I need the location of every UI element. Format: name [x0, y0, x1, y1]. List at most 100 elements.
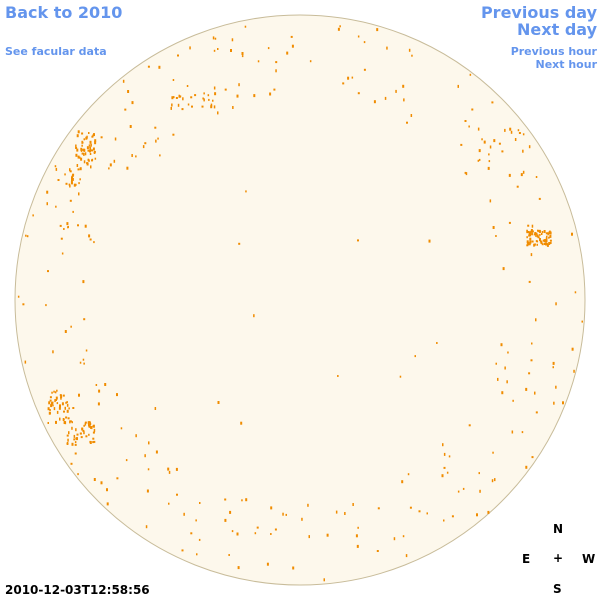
- compass-north: N: [553, 522, 564, 536]
- facula-speck: [529, 243, 531, 246]
- facula-speck: [256, 526, 259, 529]
- next-day-link[interactable]: Next day: [517, 20, 597, 39]
- facula-speck: [122, 79, 125, 83]
- facula-speck: [120, 427, 123, 430]
- facula-speck: [518, 132, 521, 134]
- facula-speck: [537, 229, 540, 232]
- faculae-group: [17, 25, 583, 582]
- facula-speck: [75, 153, 78, 157]
- facula-speck: [471, 108, 474, 111]
- facula-speck: [509, 127, 512, 131]
- facula-speck: [84, 422, 87, 426]
- facula-speck: [529, 237, 532, 241]
- facula-speck: [506, 380, 508, 384]
- facula-speck: [147, 65, 150, 68]
- facula-speck: [55, 167, 58, 171]
- facula-speck: [83, 152, 85, 156]
- facula-speck: [92, 147, 95, 151]
- facula-speck: [89, 440, 91, 443]
- facula-speck: [71, 426, 73, 430]
- see-facular-data-link[interactable]: See facular data: [5, 45, 107, 58]
- back-to-year-link[interactable]: Back to 2010: [5, 3, 123, 22]
- facula-speck: [77, 130, 80, 134]
- facula-speck: [54, 391, 57, 394]
- facula-speck: [76, 164, 79, 167]
- facula-speck: [238, 83, 240, 87]
- facula-speck: [148, 441, 150, 445]
- facula-speck: [55, 396, 58, 400]
- facula-speck: [88, 132, 90, 134]
- facula-speck: [549, 234, 552, 238]
- facula-speck: [536, 243, 538, 246]
- facula-speck: [146, 489, 149, 493]
- facula-speck: [56, 402, 59, 405]
- facula-speck: [26, 235, 29, 238]
- previous-day-link[interactable]: Previous day: [480, 3, 597, 22]
- facula-speck: [22, 303, 25, 306]
- facula-speck: [74, 443, 77, 446]
- facula-speck: [91, 149, 93, 152]
- facula-speck: [408, 48, 411, 52]
- facula-speck: [82, 358, 85, 361]
- facula-speck: [443, 466, 446, 469]
- facula-speck: [71, 443, 74, 445]
- facula-speck: [308, 535, 310, 539]
- facula-speck: [549, 242, 552, 244]
- facula-speck: [498, 142, 501, 145]
- facula-speck: [224, 88, 227, 91]
- facula-speck: [177, 103, 180, 107]
- facula-speck: [190, 532, 193, 535]
- facula-speck: [202, 97, 204, 100]
- facula-speck: [406, 121, 408, 124]
- facula-speck: [124, 108, 127, 111]
- facula-speck: [446, 471, 449, 474]
- facula-speck: [66, 401, 68, 404]
- facula-speck: [170, 106, 172, 110]
- facula-speck: [82, 280, 85, 284]
- previous-hour-link[interactable]: Previous hour: [510, 45, 597, 58]
- facula-speck: [157, 137, 159, 140]
- facula-speck: [176, 493, 178, 496]
- facula-speck: [52, 404, 54, 407]
- facula-speck: [59, 417, 61, 421]
- facula-speck: [270, 506, 273, 510]
- facula-speck: [555, 385, 557, 389]
- next-hour-link[interactable]: Next hour: [535, 58, 598, 71]
- facula-speck: [418, 510, 421, 513]
- facula-speck: [238, 242, 241, 245]
- facula-speck: [478, 149, 481, 153]
- facula-speck: [167, 467, 170, 471]
- facula-speck: [399, 375, 402, 378]
- facula-speck: [257, 60, 260, 63]
- facula-speck: [74, 183, 77, 186]
- facula-speck: [489, 145, 492, 149]
- facula-speck: [83, 160, 86, 164]
- facula-speck: [236, 94, 239, 98]
- facula-speck: [511, 430, 514, 434]
- facula-speck: [510, 130, 513, 134]
- facula-speck: [229, 510, 232, 514]
- facula-speck: [562, 401, 564, 405]
- facula-speck: [535, 318, 537, 322]
- facula-speck: [522, 170, 525, 174]
- facula-speck: [47, 422, 49, 424]
- facula-speck: [172, 79, 175, 81]
- facula-speck: [175, 97, 178, 99]
- facula-speck: [357, 526, 359, 529]
- facula-speck: [307, 503, 309, 507]
- facula-speck: [347, 76, 350, 80]
- facula-speck: [59, 404, 61, 408]
- facula-speck: [17, 295, 20, 298]
- facula-speck: [386, 46, 388, 50]
- facula-speck: [69, 168, 71, 172]
- facula-speck: [282, 512, 284, 516]
- facula-speck: [244, 25, 247, 28]
- facula-speck: [528, 232, 531, 236]
- facula-speck: [337, 375, 339, 377]
- facula-speck: [49, 399, 52, 402]
- facula-speck: [72, 173, 75, 176]
- facula-speck: [81, 132, 84, 135]
- facula-speck: [114, 137, 117, 141]
- facula-speck: [436, 342, 438, 344]
- facula-speck: [84, 152, 87, 156]
